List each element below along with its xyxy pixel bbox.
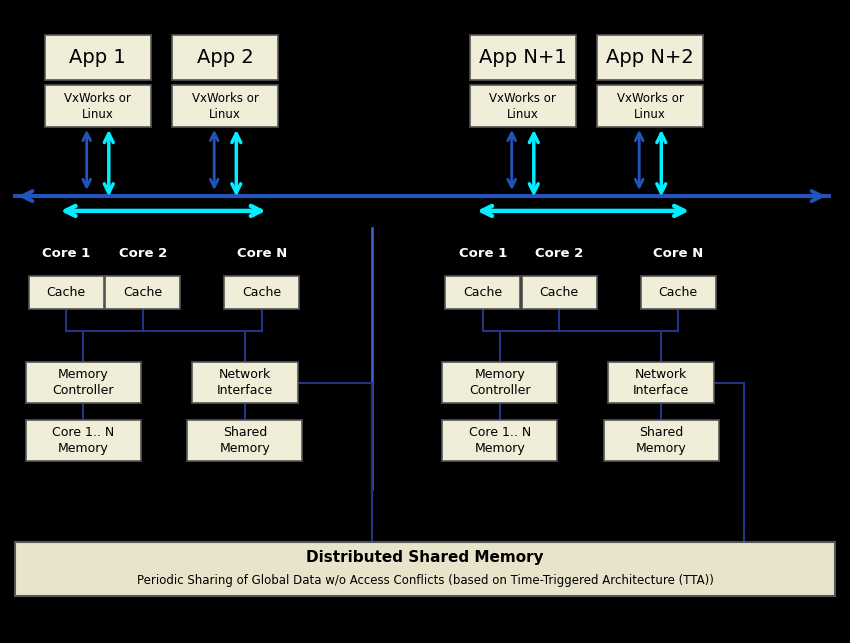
FancyBboxPatch shape	[597, 85, 703, 127]
Text: Memory
Controller: Memory Controller	[469, 368, 530, 397]
FancyBboxPatch shape	[172, 85, 278, 127]
FancyBboxPatch shape	[26, 420, 141, 462]
FancyBboxPatch shape	[522, 276, 597, 309]
Text: Network
Interface: Network Interface	[633, 368, 689, 397]
Text: Core 1.. N
Memory: Core 1.. N Memory	[52, 426, 115, 455]
FancyBboxPatch shape	[604, 420, 719, 462]
Text: VxWorks or
Linux: VxWorks or Linux	[490, 91, 556, 121]
Text: Core 1: Core 1	[459, 248, 507, 260]
FancyBboxPatch shape	[105, 276, 180, 309]
FancyBboxPatch shape	[191, 361, 298, 404]
Text: Core N: Core N	[236, 248, 287, 260]
FancyBboxPatch shape	[609, 361, 714, 404]
Text: Shared
Memory: Shared Memory	[219, 426, 270, 455]
Text: Memory
Controller: Memory Controller	[53, 368, 114, 397]
Text: Cache: Cache	[463, 286, 502, 299]
Text: Network
Interface: Network Interface	[217, 368, 273, 397]
FancyBboxPatch shape	[442, 420, 557, 462]
FancyBboxPatch shape	[469, 85, 576, 127]
Text: Core N: Core N	[653, 248, 704, 260]
Text: Distributed Shared Memory: Distributed Shared Memory	[306, 550, 544, 565]
Text: Core 2: Core 2	[536, 248, 583, 260]
Text: VxWorks or
Linux: VxWorks or Linux	[65, 91, 131, 121]
FancyBboxPatch shape	[45, 35, 151, 80]
FancyBboxPatch shape	[15, 541, 835, 597]
Text: Cache: Cache	[242, 286, 281, 299]
FancyBboxPatch shape	[187, 420, 303, 462]
Text: Cache: Cache	[47, 286, 86, 299]
FancyBboxPatch shape	[45, 85, 151, 127]
FancyBboxPatch shape	[224, 276, 299, 309]
Text: Shared
Memory: Shared Memory	[636, 426, 687, 455]
Text: App 2: App 2	[197, 48, 253, 68]
FancyBboxPatch shape	[597, 35, 703, 80]
FancyBboxPatch shape	[445, 276, 520, 309]
Text: VxWorks or
Linux: VxWorks or Linux	[617, 91, 683, 121]
FancyBboxPatch shape	[442, 361, 557, 404]
Text: VxWorks or
Linux: VxWorks or Linux	[192, 91, 258, 121]
FancyBboxPatch shape	[26, 361, 141, 404]
Text: Core 1: Core 1	[42, 248, 90, 260]
Text: Cache: Cache	[659, 286, 698, 299]
Text: App 1: App 1	[70, 48, 126, 68]
Text: App N+1: App N+1	[479, 48, 567, 68]
Text: Core 2: Core 2	[119, 248, 167, 260]
Text: App N+2: App N+2	[606, 48, 694, 68]
FancyBboxPatch shape	[29, 276, 104, 309]
Text: Core 1.. N
Memory: Core 1.. N Memory	[468, 426, 531, 455]
FancyBboxPatch shape	[172, 35, 278, 80]
FancyBboxPatch shape	[641, 276, 716, 309]
Text: Cache: Cache	[540, 286, 579, 299]
Text: Cache: Cache	[123, 286, 162, 299]
FancyBboxPatch shape	[469, 35, 576, 80]
Text: Periodic Sharing of Global Data w/o Access Conflicts (based on Time-Triggered Ar: Periodic Sharing of Global Data w/o Acce…	[137, 574, 713, 587]
